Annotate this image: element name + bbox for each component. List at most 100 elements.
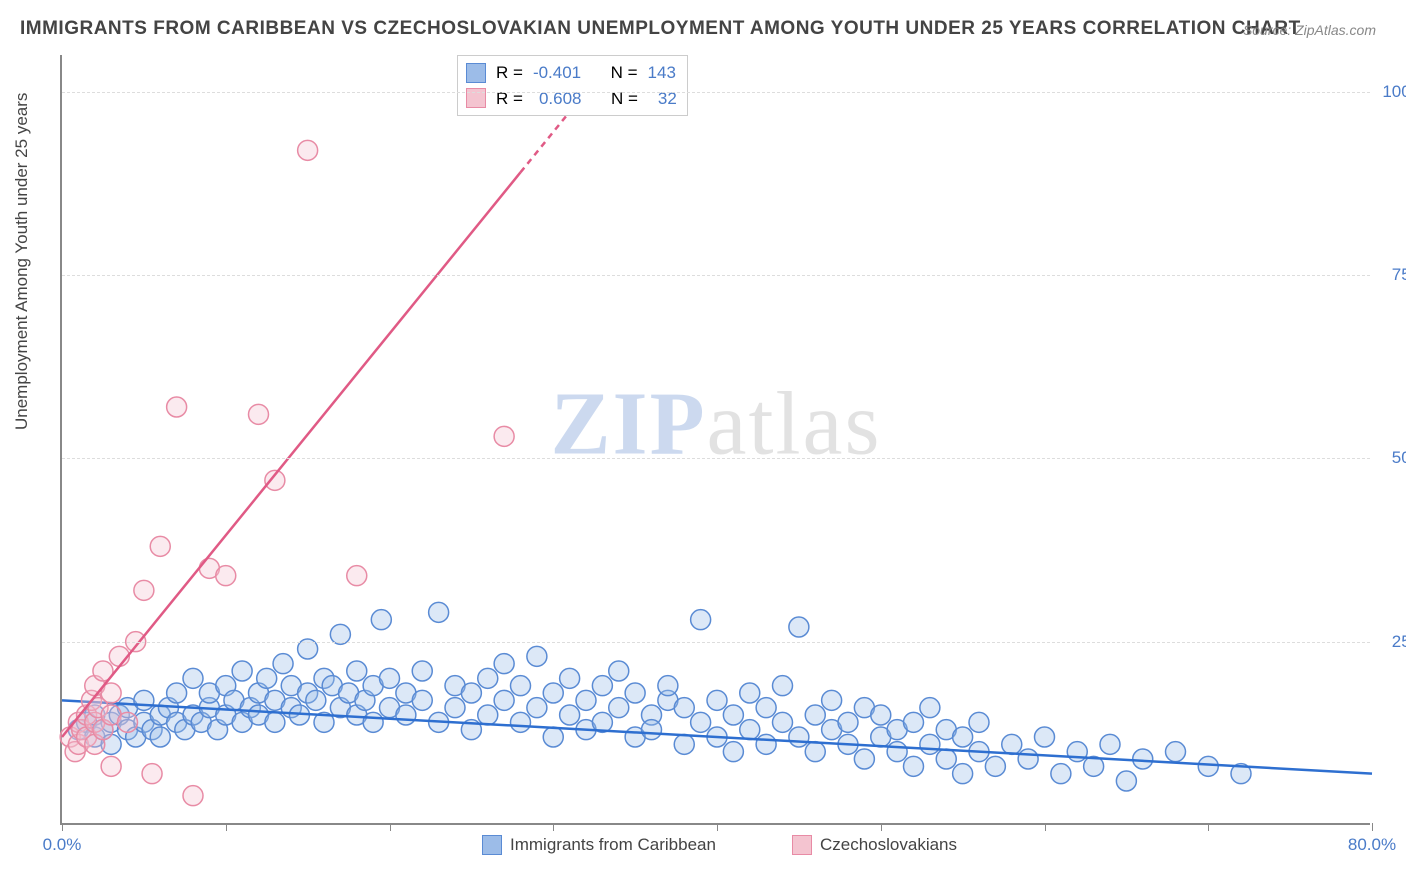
xtick bbox=[1208, 823, 1209, 831]
legend-series2: Czechoslovakians bbox=[792, 835, 957, 855]
source-attribution: Source: ZipAtlas.com bbox=[1243, 22, 1376, 38]
data-point bbox=[298, 140, 318, 160]
stats-n-label: N = bbox=[611, 60, 638, 86]
chart-title: IMMIGRANTS FROM CARIBBEAN VS CZECHOSLOVA… bbox=[20, 18, 1301, 40]
data-point bbox=[789, 727, 809, 747]
data-point bbox=[691, 610, 711, 630]
xtick bbox=[881, 823, 882, 831]
data-point bbox=[478, 668, 498, 688]
data-point bbox=[249, 404, 269, 424]
data-point bbox=[740, 720, 760, 740]
data-point bbox=[789, 617, 809, 637]
data-point bbox=[723, 705, 743, 725]
data-point bbox=[461, 683, 481, 703]
stats-r-value-2: 0.608 bbox=[539, 86, 582, 112]
stats-row-series1: R = -0.401 N = 143 bbox=[466, 60, 677, 86]
data-point bbox=[183, 668, 203, 688]
data-point bbox=[691, 712, 711, 732]
data-point bbox=[543, 727, 563, 747]
data-point bbox=[985, 756, 1005, 776]
data-point bbox=[134, 580, 154, 600]
chart-svg bbox=[62, 55, 1370, 823]
xtick bbox=[226, 823, 227, 831]
ytick-label: 25.0% bbox=[1380, 632, 1406, 652]
data-point bbox=[1116, 771, 1136, 791]
data-point bbox=[887, 742, 907, 762]
stats-swatch-series1 bbox=[466, 63, 486, 83]
data-point bbox=[265, 712, 285, 732]
stats-r-label-2: R = bbox=[496, 86, 523, 112]
data-point bbox=[363, 712, 383, 732]
data-point bbox=[871, 705, 891, 725]
data-point bbox=[412, 690, 432, 710]
data-point bbox=[371, 610, 391, 630]
data-point bbox=[707, 690, 727, 710]
data-point bbox=[953, 727, 973, 747]
data-point bbox=[609, 698, 629, 718]
y-axis-label: Unemployment Among Youth under 25 years bbox=[12, 93, 32, 430]
data-point bbox=[1198, 756, 1218, 776]
data-point bbox=[838, 712, 858, 732]
ytick-label: 75.0% bbox=[1380, 265, 1406, 285]
data-point bbox=[347, 566, 367, 586]
trend-line bbox=[62, 700, 1372, 773]
data-point bbox=[560, 668, 580, 688]
plot-area: ZIPatlas R = -0.401 N = 143 R = 0.608 N … bbox=[60, 55, 1370, 825]
stats-n-label-2: N = bbox=[611, 86, 638, 112]
data-point bbox=[576, 690, 596, 710]
data-point bbox=[216, 566, 236, 586]
xtick-label: 80.0% bbox=[1348, 835, 1396, 855]
data-point bbox=[920, 734, 940, 754]
xtick bbox=[390, 823, 391, 831]
data-point bbox=[609, 661, 629, 681]
data-point bbox=[527, 646, 547, 666]
data-point bbox=[920, 698, 940, 718]
data-point bbox=[118, 712, 138, 732]
data-point bbox=[142, 764, 162, 784]
data-point bbox=[101, 756, 121, 776]
data-point bbox=[625, 683, 645, 703]
data-point bbox=[822, 690, 842, 710]
data-point bbox=[380, 668, 400, 688]
trend-line bbox=[62, 172, 521, 737]
stats-r-label: R = bbox=[496, 60, 523, 86]
data-point bbox=[1133, 749, 1153, 769]
legend-label-series2: Czechoslovakians bbox=[820, 835, 957, 855]
data-point bbox=[1002, 734, 1022, 754]
data-point bbox=[412, 661, 432, 681]
data-point bbox=[740, 683, 760, 703]
data-point bbox=[167, 397, 187, 417]
legend-series1: Immigrants from Caribbean bbox=[482, 835, 716, 855]
data-point bbox=[936, 749, 956, 769]
gridline-h bbox=[62, 642, 1370, 643]
data-point bbox=[273, 654, 293, 674]
data-point bbox=[592, 676, 612, 696]
data-point bbox=[773, 712, 793, 732]
data-point bbox=[429, 602, 449, 622]
stats-row-series2: R = 0.608 N = 32 bbox=[466, 86, 677, 112]
gridline-h bbox=[62, 92, 1370, 93]
data-point bbox=[953, 764, 973, 784]
data-point bbox=[150, 727, 170, 747]
legend-swatch-series1 bbox=[482, 835, 502, 855]
data-point bbox=[658, 676, 678, 696]
stats-n-value-1: 143 bbox=[648, 60, 676, 86]
ytick-label: 50.0% bbox=[1380, 448, 1406, 468]
data-point bbox=[969, 712, 989, 732]
xtick bbox=[1372, 823, 1373, 831]
data-point bbox=[494, 654, 514, 674]
legend-label-series1: Immigrants from Caribbean bbox=[510, 835, 716, 855]
legend-swatch-series2 bbox=[792, 835, 812, 855]
data-point bbox=[723, 742, 743, 762]
data-point bbox=[642, 720, 662, 740]
data-point bbox=[306, 690, 326, 710]
data-point bbox=[543, 683, 563, 703]
data-point bbox=[756, 698, 776, 718]
xtick bbox=[62, 823, 63, 831]
data-point bbox=[494, 426, 514, 446]
stats-r-value-1: -0.401 bbox=[533, 60, 581, 86]
data-point bbox=[511, 676, 531, 696]
data-point bbox=[805, 742, 825, 762]
gridline-h bbox=[62, 275, 1370, 276]
data-point bbox=[1018, 749, 1038, 769]
